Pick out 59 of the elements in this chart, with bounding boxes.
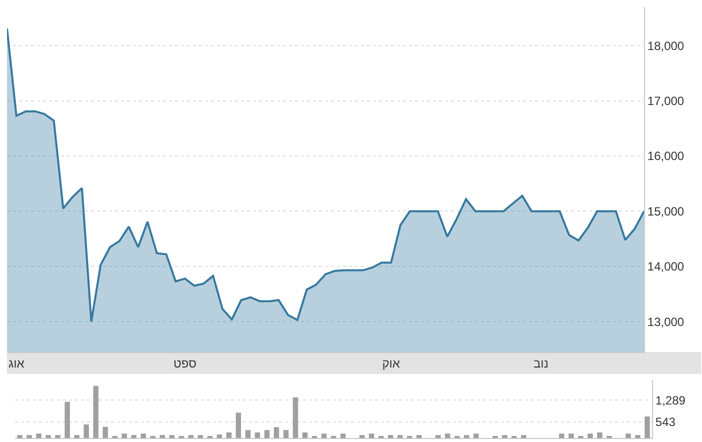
bar [122, 434, 127, 438]
y-tick-label: 17,000 [647, 94, 684, 108]
bar [26, 435, 32, 438]
bar [74, 435, 80, 438]
y-tick-label: 18,000 [647, 38, 684, 53]
bar [160, 435, 165, 438]
bar [283, 430, 289, 438]
y-tick-label: 14,000 [647, 260, 684, 274]
bar [368, 434, 374, 438]
bar [626, 434, 631, 438]
bar [46, 435, 51, 438]
y-tick-label: 1,289 [655, 393, 686, 408]
bar [84, 424, 89, 438]
bar [93, 386, 98, 438]
bar [444, 434, 450, 438]
bar [397, 435, 403, 438]
y-tick-label: 15,000 [647, 204, 684, 218]
bar [302, 432, 308, 438]
x-tick-label: ספט [174, 356, 197, 370]
bar [464, 435, 470, 438]
bar [64, 402, 70, 438]
y-tick-label: 13,000 [647, 314, 684, 329]
bar [274, 427, 280, 438]
bar [216, 434, 222, 438]
bar [635, 435, 640, 438]
x-tick-label: נוב [533, 356, 548, 370]
bar [131, 435, 136, 438]
bar [188, 435, 194, 438]
bar [644, 416, 650, 438]
bar [588, 434, 593, 438]
bar [264, 430, 270, 438]
bar [292, 397, 298, 438]
y-tick-label: 16,000 [647, 149, 684, 164]
bar [254, 432, 260, 438]
bar [236, 412, 242, 438]
bar [435, 435, 441, 438]
x-tick-label: אוג [8, 356, 25, 370]
bar [36, 434, 42, 438]
bar [521, 435, 526, 438]
bar [502, 435, 508, 438]
bar [568, 434, 574, 438]
bar [321, 434, 327, 438]
bar [102, 426, 108, 438]
bar [198, 435, 204, 438]
bar [340, 434, 346, 438]
bar [388, 435, 394, 438]
bar [17, 435, 22, 438]
bar [597, 432, 602, 438]
bar [169, 435, 174, 438]
bar [559, 434, 564, 438]
x-tick-label: אוק [382, 356, 400, 370]
bar [55, 435, 60, 438]
bar [474, 434, 479, 438]
bar [245, 430, 251, 438]
bar [359, 435, 365, 438]
y-tick-label: 543 [655, 415, 676, 430]
bar [416, 435, 422, 438]
bar [226, 432, 232, 438]
bar [140, 434, 146, 438]
